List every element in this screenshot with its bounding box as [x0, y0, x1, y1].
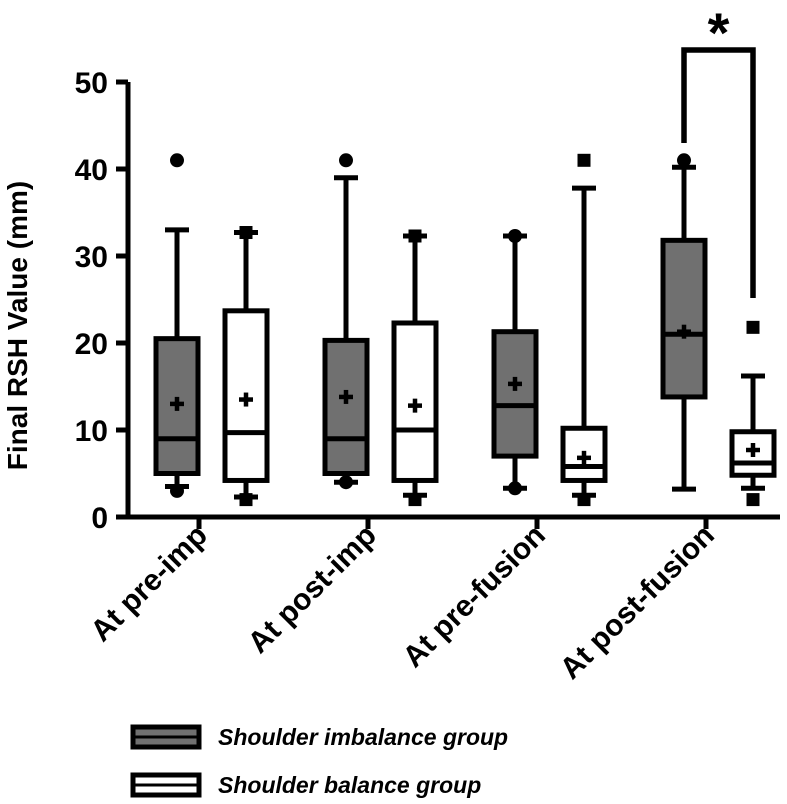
- outlier-point: [170, 153, 184, 168]
- box-0-1: [322, 153, 370, 490]
- y-tick-label: 40: [75, 154, 108, 187]
- outlier-point: [239, 493, 253, 507]
- outlier-point: [577, 493, 591, 507]
- box-0-0: [153, 153, 201, 498]
- box-iqr: [491, 329, 539, 459]
- x-category-label: At pre-imp: [85, 519, 214, 648]
- x-category-label: At post-fusion: [554, 519, 721, 686]
- legend-label: Shoulder imbalance group: [218, 724, 508, 750]
- outlier-point: [746, 320, 760, 334]
- outlier-point: [577, 153, 591, 167]
- y-tick-label: 10: [75, 415, 108, 448]
- outlier-point: [677, 153, 691, 168]
- legend-label: Shoulder balance group: [218, 772, 481, 798]
- outlier-point: [746, 493, 760, 507]
- y-tick-label: 30: [75, 241, 108, 274]
- legend: Shoulder imbalance group Shoulder balance…: [130, 724, 508, 798]
- outlier-point: [239, 226, 253, 240]
- box-1-3: [729, 320, 777, 507]
- outlier-point: [408, 493, 422, 507]
- box-1-1: [391, 229, 439, 507]
- legend-item-1: Shoulder balance group: [130, 772, 481, 798]
- outlier-point: [339, 153, 353, 168]
- y-tick-label: 20: [75, 328, 108, 361]
- significance-bracket: [681, 47, 756, 298]
- box-1-0: [222, 226, 270, 507]
- outlier-point: [170, 483, 184, 498]
- outlier-point: [508, 228, 522, 243]
- y-tick-label: 50: [75, 67, 108, 100]
- x-category-label: At post-imp: [242, 519, 383, 660]
- outlier-point: [408, 229, 422, 243]
- outlier-point: [508, 481, 522, 496]
- labels-layer: 0 10 20 30 40 50 At pre-imp At post-imp At pre-f…: [2, 1, 756, 686]
- axes-layer: [116, 79, 780, 529]
- boxes-layer: [153, 153, 777, 507]
- box-0-3: [660, 153, 708, 492]
- y-axis-title: Final RSH Value (mm): [2, 181, 33, 470]
- box-iqr: [322, 337, 370, 477]
- legend-item-0: Shoulder imbalance group: [130, 724, 508, 750]
- box-0-2: [491, 228, 539, 496]
- significance-marker: *: [708, 1, 730, 64]
- x-category-label: At pre-fusion: [397, 519, 552, 674]
- outlier-point: [339, 475, 353, 490]
- box-1-2: [560, 153, 608, 507]
- box-iqr: [660, 237, 708, 400]
- y-tick-label: 0: [91, 502, 108, 535]
